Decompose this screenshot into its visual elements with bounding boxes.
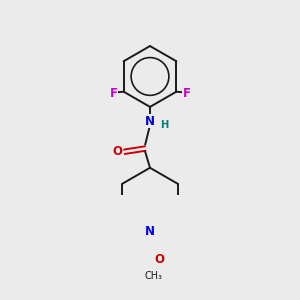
Text: N: N [145, 225, 155, 239]
Text: CH₃: CH₃ [144, 271, 162, 281]
Text: O: O [154, 253, 164, 266]
Text: O: O [112, 145, 122, 158]
Text: F: F [183, 87, 190, 100]
Text: N: N [145, 115, 155, 128]
Text: H: H [160, 120, 169, 130]
Text: F: F [110, 87, 117, 100]
